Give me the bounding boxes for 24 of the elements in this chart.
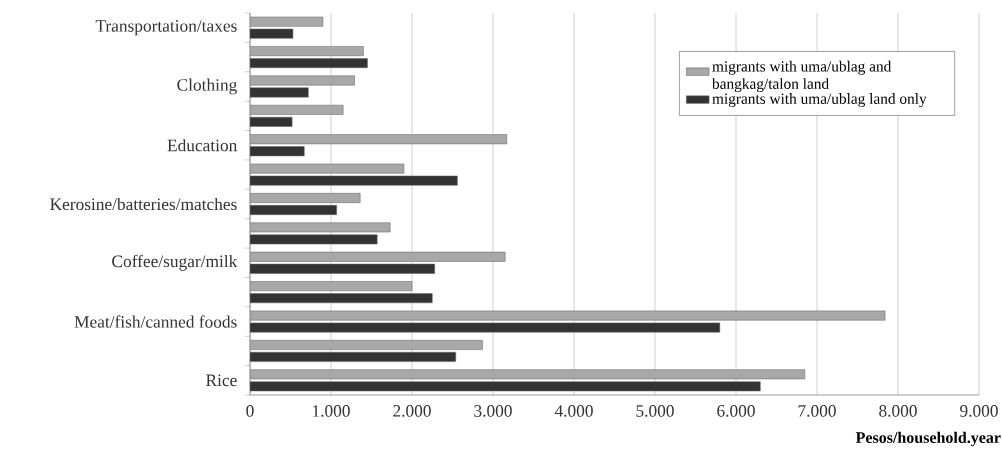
- y-tick-label: Kerosine/batteries/matches: [50, 197, 237, 211]
- y-tick-label: Meat/fish/canned foods: [74, 315, 237, 328]
- bar: [250, 116, 293, 127]
- y-tick-label: Transportation/taxes: [95, 20, 237, 36]
- y-tick-label: Rice: [206, 374, 237, 387]
- y-tick-label: Education: [167, 139, 238, 152]
- bar: [250, 351, 457, 362]
- x-tick-label: 9.000: [960, 405, 998, 417]
- y-tick-label: Coffee/sugar/milk: [112, 254, 238, 271]
- x-tick-label: 8.000: [879, 405, 917, 417]
- bar: [250, 205, 337, 215]
- legend-label: migrants with uma/ublag land only: [712, 93, 927, 108]
- y-tick-label: Clothing: [177, 78, 237, 95]
- x-tick-label: 3.000: [474, 405, 512, 417]
- x-tick-label: 5.000: [636, 405, 674, 417]
- x-tick-label: 2.000: [393, 405, 431, 417]
- x-tick-label: 7.000: [798, 405, 836, 417]
- x-tick-label: 4.000: [554, 405, 593, 417]
- x-axis-title: Pesos/household.year: [855, 431, 1001, 447]
- bar: [250, 293, 433, 304]
- bar: [250, 58, 368, 69]
- x-tick-label: 1.000: [313, 405, 350, 417]
- x-tick-label: 0: [246, 405, 254, 417]
- x-tick-label: 6.000: [717, 405, 755, 417]
